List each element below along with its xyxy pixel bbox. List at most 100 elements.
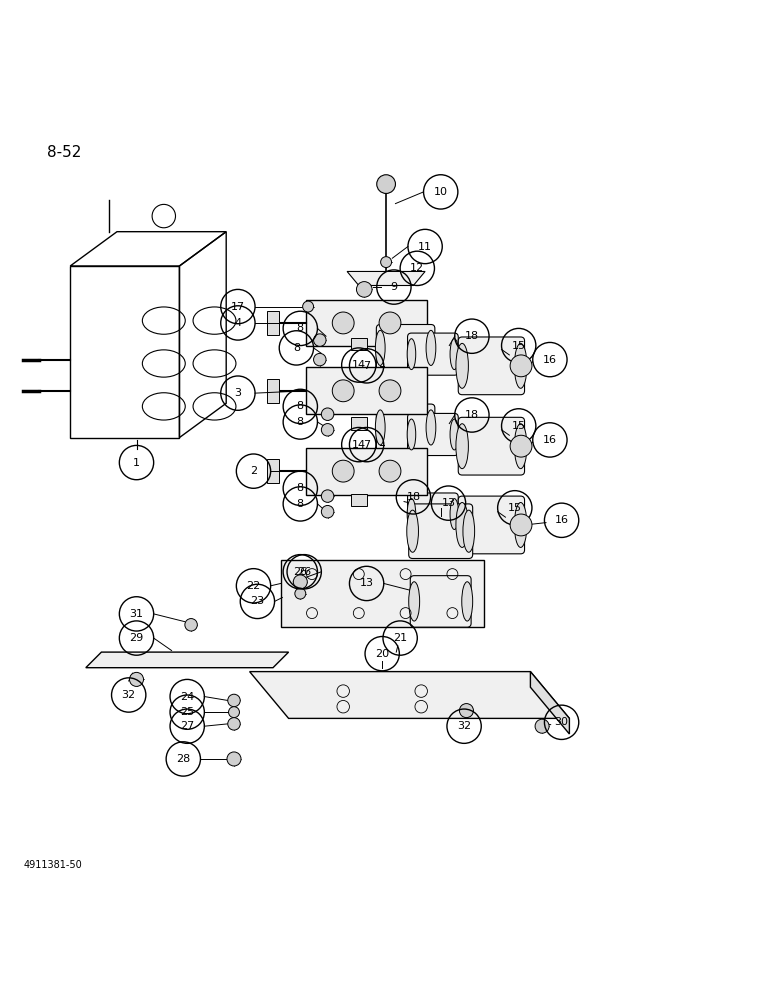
FancyBboxPatch shape	[306, 448, 427, 495]
Text: 22: 22	[246, 581, 261, 591]
Ellipse shape	[426, 330, 436, 365]
Circle shape	[228, 694, 240, 707]
FancyBboxPatch shape	[408, 333, 459, 375]
Ellipse shape	[450, 419, 459, 450]
Text: 8: 8	[296, 323, 304, 333]
Circle shape	[510, 435, 532, 457]
Ellipse shape	[456, 502, 468, 547]
Circle shape	[129, 672, 144, 686]
Text: 28: 28	[176, 754, 190, 764]
Text: 14: 14	[352, 440, 366, 450]
Circle shape	[535, 719, 549, 733]
Text: 15: 15	[512, 421, 526, 431]
Ellipse shape	[375, 410, 385, 445]
Ellipse shape	[375, 330, 385, 365]
Text: 8: 8	[296, 499, 304, 509]
Polygon shape	[86, 652, 289, 668]
Text: 16: 16	[543, 355, 557, 365]
Text: 16: 16	[543, 435, 557, 445]
Text: 18: 18	[465, 410, 479, 420]
FancyBboxPatch shape	[377, 325, 435, 371]
Ellipse shape	[407, 339, 416, 370]
Text: 26: 26	[293, 567, 307, 577]
Text: 29: 29	[129, 633, 144, 643]
Text: 17: 17	[231, 302, 245, 312]
Circle shape	[321, 490, 334, 502]
FancyBboxPatch shape	[306, 367, 427, 414]
Text: 26: 26	[297, 567, 311, 577]
Circle shape	[321, 424, 334, 436]
Text: 3: 3	[235, 388, 241, 398]
Text: 18: 18	[406, 492, 420, 502]
FancyBboxPatch shape	[377, 404, 435, 451]
Text: 21: 21	[393, 633, 407, 643]
Text: 8: 8	[296, 483, 304, 493]
FancyBboxPatch shape	[306, 300, 427, 346]
Ellipse shape	[514, 424, 527, 469]
Text: 18: 18	[465, 331, 479, 341]
Circle shape	[379, 380, 401, 402]
Ellipse shape	[406, 510, 419, 552]
Circle shape	[295, 588, 306, 599]
Circle shape	[228, 718, 240, 730]
Polygon shape	[281, 560, 484, 627]
Circle shape	[332, 312, 354, 334]
Ellipse shape	[456, 343, 468, 388]
Ellipse shape	[462, 582, 473, 621]
FancyBboxPatch shape	[459, 417, 524, 475]
Text: 32: 32	[457, 721, 471, 731]
Circle shape	[379, 460, 401, 482]
Text: 8: 8	[296, 401, 304, 411]
Ellipse shape	[409, 582, 420, 621]
Circle shape	[510, 355, 532, 377]
Ellipse shape	[450, 339, 459, 370]
Text: 7: 7	[363, 440, 370, 450]
Ellipse shape	[426, 410, 436, 445]
Text: 7: 7	[363, 361, 370, 371]
Polygon shape	[347, 271, 425, 286]
Text: 8-52: 8-52	[47, 145, 81, 160]
Circle shape	[185, 619, 197, 631]
FancyBboxPatch shape	[410, 576, 471, 627]
Circle shape	[314, 353, 326, 366]
Ellipse shape	[456, 424, 468, 469]
Text: 9: 9	[390, 282, 398, 292]
Ellipse shape	[407, 419, 416, 450]
Polygon shape	[530, 672, 569, 734]
Text: 31: 31	[129, 609, 144, 619]
Circle shape	[356, 282, 372, 297]
FancyBboxPatch shape	[459, 337, 524, 395]
Text: 11: 11	[418, 242, 432, 252]
Ellipse shape	[463, 510, 474, 552]
FancyBboxPatch shape	[267, 311, 278, 335]
Text: 25: 25	[180, 707, 194, 717]
Text: 16: 16	[555, 515, 569, 525]
Ellipse shape	[514, 343, 527, 388]
Circle shape	[381, 257, 392, 268]
FancyBboxPatch shape	[267, 379, 278, 402]
Circle shape	[459, 704, 473, 718]
Circle shape	[321, 408, 334, 420]
Text: 2: 2	[250, 466, 257, 476]
Text: 4: 4	[234, 318, 242, 328]
Ellipse shape	[407, 499, 416, 529]
Circle shape	[293, 575, 307, 589]
Text: 12: 12	[410, 263, 424, 273]
Text: 10: 10	[434, 187, 448, 197]
Text: 15: 15	[512, 341, 526, 351]
Ellipse shape	[514, 502, 527, 547]
Circle shape	[332, 460, 354, 482]
Circle shape	[379, 312, 401, 334]
FancyBboxPatch shape	[459, 496, 524, 554]
Text: 1: 1	[133, 458, 140, 468]
Circle shape	[314, 334, 326, 346]
Text: 4911381-50: 4911381-50	[23, 860, 82, 870]
FancyBboxPatch shape	[267, 459, 278, 483]
Text: 13: 13	[441, 498, 456, 508]
Text: 20: 20	[375, 649, 389, 659]
Circle shape	[229, 707, 239, 718]
Text: 8: 8	[296, 417, 304, 427]
Text: 15: 15	[508, 503, 522, 513]
Text: 8: 8	[292, 343, 300, 353]
FancyBboxPatch shape	[408, 493, 459, 535]
